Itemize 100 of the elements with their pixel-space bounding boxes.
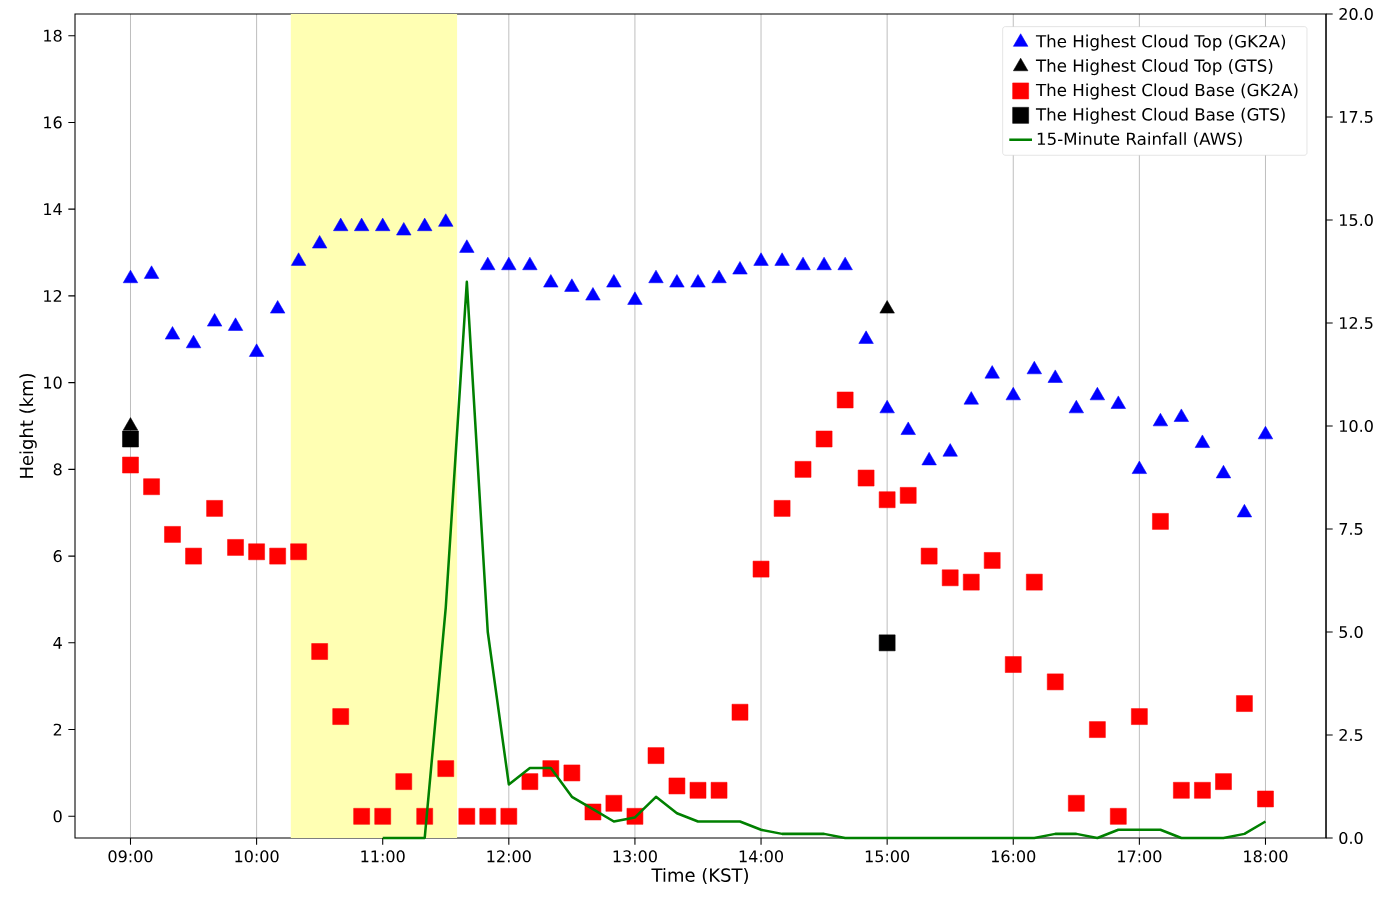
point: [984, 365, 1000, 379]
point: [248, 543, 265, 561]
point: [185, 547, 202, 565]
x-tick-label: 14:00: [739, 850, 784, 863]
point: [1215, 773, 1232, 790]
point: [1004, 656, 1022, 673]
point: [122, 430, 139, 448]
point: [521, 773, 539, 790]
point: [522, 256, 538, 271]
point: [1026, 573, 1043, 591]
point: [878, 634, 896, 652]
point: [879, 300, 895, 314]
point: [207, 313, 223, 327]
point: [1173, 782, 1190, 799]
point: [731, 703, 749, 721]
point: [1236, 504, 1252, 518]
point: [941, 569, 959, 587]
y-tick-label: 8: [53, 463, 62, 476]
point: [333, 217, 349, 231]
point: [437, 760, 455, 777]
point: [290, 543, 307, 561]
point: [1005, 386, 1021, 401]
point: [564, 278, 580, 292]
point: [647, 747, 665, 764]
point: [668, 777, 686, 795]
legend-label: 15-Minute Rainfall (AWS): [1037, 132, 1242, 148]
point: [857, 469, 875, 487]
legend-label: The Highest Cloud Top (GTS): [1035, 59, 1273, 76]
x-tick-label: 09:00: [108, 850, 153, 863]
y-tick-label: 2: [53, 723, 62, 736]
point: [920, 547, 938, 565]
point: [269, 547, 286, 565]
y2-tick-label: 17.5: [1340, 111, 1373, 123]
point: [627, 291, 643, 305]
x-tick-label: 15:00: [865, 850, 910, 863]
point: [1236, 695, 1253, 712]
point: [1131, 708, 1148, 725]
y-tick-label: 4: [53, 637, 62, 649]
point: [480, 256, 496, 271]
y-tick-label: 12: [44, 289, 62, 302]
point: [710, 782, 728, 799]
point: [543, 274, 559, 288]
point: [1215, 465, 1232, 479]
point: [1068, 795, 1085, 812]
y2-tick-label: 0.0: [1339, 831, 1363, 845]
point: [942, 443, 958, 457]
point: [1068, 399, 1084, 414]
legend-label: The Highest Cloud Base (GK2A): [1035, 83, 1298, 100]
point: [1152, 413, 1168, 427]
x-tick-label: 16:00: [991, 850, 1036, 863]
x-tick-label: 17:00: [1118, 850, 1162, 863]
point: [774, 252, 790, 266]
point: [858, 330, 874, 344]
y-axis-title: Height (km): [19, 373, 37, 478]
point: [795, 256, 811, 271]
x-axis-title: Time (KST): [651, 867, 748, 885]
point: [249, 343, 265, 357]
point: [122, 269, 139, 284]
point: [438, 213, 454, 227]
x-tick-label: 11:00: [361, 850, 405, 863]
point: [312, 235, 328, 249]
point: [501, 256, 517, 271]
x-tick-label: 18:00: [1244, 850, 1288, 863]
point: [1173, 408, 1189, 422]
point: [1110, 395, 1126, 409]
point: [479, 808, 497, 825]
point: [458, 808, 476, 825]
point: [963, 391, 979, 405]
x-tick-label: 10:00: [235, 850, 279, 863]
point: [291, 252, 307, 266]
y-tick-label: 10: [44, 376, 62, 389]
y-tick-label: 14: [44, 203, 62, 215]
point: [711, 269, 727, 284]
point: [1131, 460, 1147, 474]
point: [836, 391, 854, 409]
point: [122, 456, 139, 474]
point: [752, 560, 770, 578]
point: [1194, 434, 1210, 448]
point: [1194, 782, 1211, 799]
point: [563, 764, 581, 782]
point: [690, 274, 706, 288]
point: [122, 417, 139, 431]
point: [1047, 369, 1063, 383]
point: [459, 239, 475, 253]
point: [228, 317, 244, 331]
y-tick-label: 18: [44, 29, 62, 42]
legend-label: The Highest Cloud Base (GTS): [1035, 107, 1285, 124]
point: [186, 334, 202, 349]
point: [1257, 790, 1274, 808]
point: [794, 461, 812, 478]
point: [900, 421, 916, 435]
point: [669, 274, 685, 288]
point: [1026, 360, 1042, 375]
point: [227, 539, 244, 556]
point: [164, 326, 181, 340]
point: [1089, 721, 1106, 738]
point: [395, 773, 413, 790]
point: [815, 430, 833, 448]
point: [353, 808, 370, 825]
y2-tick-label: 2.5: [1339, 728, 1363, 742]
